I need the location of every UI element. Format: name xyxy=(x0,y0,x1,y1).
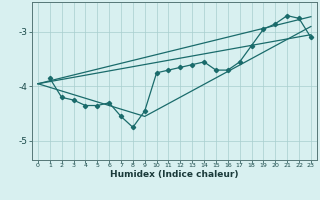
X-axis label: Humidex (Indice chaleur): Humidex (Indice chaleur) xyxy=(110,170,239,179)
